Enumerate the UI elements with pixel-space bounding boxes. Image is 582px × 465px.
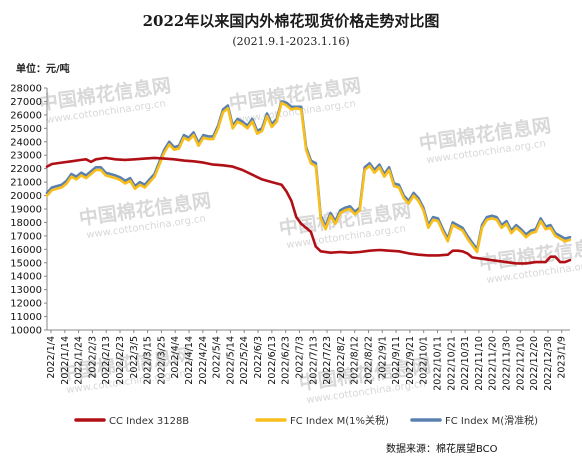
y-tick-label: 28000 [10, 84, 42, 95]
y-tick-label: 17000 [10, 231, 42, 242]
x-tick-label: 2022/4/14 [184, 336, 195, 385]
series-line-2 [45, 101, 572, 254]
x-tick-label: 2022/3/25 [156, 336, 167, 385]
x-tick-label: 2022/11/30 [502, 336, 513, 391]
x-tick-label: 2022/5/4 [212, 336, 223, 379]
x-tick-label: 2022/8/22 [363, 336, 374, 385]
x-tick-label: 2022/6/3 [253, 336, 264, 379]
x-tick-label: 2022/6/13 [267, 336, 278, 385]
x-tick-label: 2022/3/15 [143, 336, 154, 385]
x-tick-label: 2022/6/23 [281, 336, 292, 385]
x-tick-label: 2022/9/21 [405, 336, 416, 385]
x-axis-ticks: 2022/1/4 2022/1/14 2022/1/24 2022/2/3 2022/2… [46, 330, 568, 391]
x-tick-label: 2022/7/13 [308, 336, 319, 385]
x-tick-label: 2022/10/31 [460, 336, 471, 391]
y-tick-label: 11000 [10, 312, 42, 323]
x-tick-label: 2022/12/10 [515, 336, 526, 391]
series-line-3 [45, 100, 572, 251]
x-tick-label: 2022/9/11 [391, 336, 402, 385]
x-tick-label: 2022/8/12 [350, 336, 361, 385]
x-tick-label: 2022/10/11 [432, 336, 443, 391]
legend-label-1: CC Index 3128B [109, 416, 189, 427]
y-tick-label: 25000 [10, 124, 42, 135]
x-tick-label: 2022/12/20 [529, 336, 540, 391]
x-tick-label: 2022/2/3 [87, 336, 98, 379]
x-tick-label: 2022/11/10 [474, 336, 485, 391]
x-tick-label: 2022/9/1 [377, 336, 388, 379]
x-tick-label: 2022/7/23 [322, 336, 333, 385]
series-line-1 [45, 156, 572, 265]
x-tick-label: 2022/3/5 [129, 336, 140, 379]
x-tick-label: 2022/10/21 [446, 336, 457, 391]
y-tick-label: 20000 [10, 191, 42, 202]
x-tick-label: 2022/2/23 [115, 336, 126, 385]
y-tick-label: 26000 [10, 110, 42, 121]
x-tick-label: 2022/2/13 [101, 336, 112, 385]
chart-subtitle: (2021.9.1-2023.1.16) [232, 35, 349, 48]
x-tick-label: 2022/8/2 [336, 336, 347, 379]
y-axis-ticks: 10000 11000 12000 13000 14000 15000 16000 17000… [10, 84, 47, 337]
data-source-note: 数据来源：棉花展望BCO [386, 442, 498, 455]
x-tick-label: 2022/5/24 [239, 336, 250, 385]
legend-label-3: FC Index M(滑准税) [445, 414, 538, 427]
x-tick-label: 2022/1/14 [60, 336, 71, 385]
y-tick-label: 23000 [10, 151, 42, 162]
y-axis-unit-label: 单位：元/吨 [16, 62, 70, 75]
y-tick-label: 19000 [10, 205, 42, 216]
y-tick-label: 12000 [10, 299, 42, 310]
y-tick-label: 22000 [10, 164, 42, 175]
x-tick-label: 2022/11/20 [488, 336, 499, 391]
x-tick-label: 2022/1/4 [46, 336, 57, 379]
x-tick-label: 2022/10/1 [419, 336, 430, 385]
y-tick-label: 13000 [10, 285, 42, 296]
legend: CC Index 3128B FC Index M(1%关税) FC Index M… [74, 414, 538, 427]
x-tick-label: 2022/1/24 [74, 336, 85, 385]
y-tick-label: 16000 [10, 245, 42, 256]
y-tick-label: 14000 [10, 272, 42, 283]
y-tick-label: 18000 [10, 218, 42, 229]
x-tick-label: 2022/5/14 [225, 336, 236, 385]
y-tick-label: 24000 [10, 137, 42, 148]
y-tick-label: 15000 [10, 258, 42, 269]
x-tick-label: 2023/1/9 [557, 336, 568, 379]
legend-label-2: FC Index M(1%关税) [290, 414, 389, 427]
x-tick-label: 2022/4/24 [198, 336, 209, 385]
y-tick-label: 27000 [10, 97, 42, 108]
chart-title: 2022年以来国内外棉花现货价格走势对比图 [143, 12, 440, 30]
y-tick-label: 21000 [10, 178, 42, 189]
y-tick-label: 10000 [10, 326, 42, 337]
x-tick-label: 2022/7/3 [294, 336, 305, 379]
series-lines [45, 100, 572, 265]
x-tick-label: 2022/12/30 [543, 336, 554, 391]
x-tick-label: 2022/4/4 [170, 336, 181, 379]
